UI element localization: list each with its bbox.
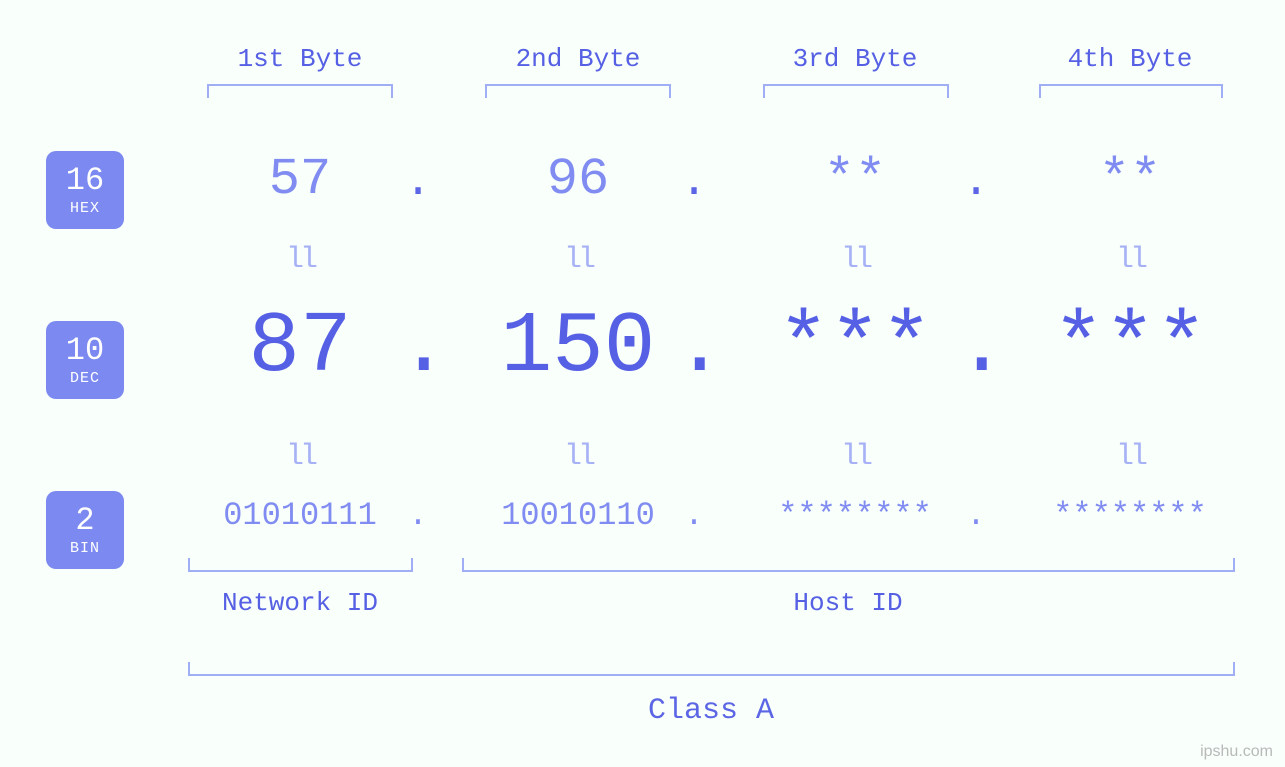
equals-marker-r1-c4: ll <box>1000 243 1260 277</box>
hex-value-1: 57 <box>170 150 430 209</box>
network-id-label: Network ID <box>190 588 410 618</box>
hex-value-2: 96 <box>448 150 708 209</box>
dec-value-2: 150 <box>448 298 708 396</box>
top-bracket-1 <box>207 84 393 98</box>
host-id-label: Host ID <box>738 588 958 618</box>
top-bracket-3 <box>763 84 949 98</box>
dec-value-3: *** <box>725 298 985 396</box>
dec-value-1: 87 <box>170 298 430 396</box>
badge-label: DEC <box>70 371 100 386</box>
byte-header-4: 4th Byte <box>1020 44 1240 74</box>
badge-number: 2 <box>75 505 94 537</box>
hex-dot-2: . <box>674 156 714 208</box>
equals-marker-r2-c2: ll <box>448 440 708 474</box>
base-badge-bin: 2 BIN <box>46 491 124 569</box>
hex-dot-3: . <box>956 156 996 208</box>
bin-dot-1: . <box>398 497 438 534</box>
bin-value-4: ******** <box>1000 497 1260 534</box>
byte-header-3: 3rd Byte <box>745 44 965 74</box>
badge-label: BIN <box>70 541 100 556</box>
equals-marker-r1-c3: ll <box>725 243 985 277</box>
bin-dot-3: . <box>956 497 996 534</box>
bin-value-2: 10010110 <box>448 497 708 534</box>
id-bracket-network <box>188 558 413 572</box>
equals-marker-r2-c4: ll <box>1000 440 1260 474</box>
class-label: Class A <box>601 694 821 728</box>
byte-header-2: 2nd Byte <box>468 44 688 74</box>
base-badge-hex: 16 HEX <box>46 151 124 229</box>
base-badge-dec: 10 DEC <box>46 321 124 399</box>
badge-number: 16 <box>66 165 104 197</box>
watermark-text: ipshu.com <box>1200 743 1273 761</box>
bin-value-3: ******** <box>725 497 985 534</box>
dec-dot-3: . <box>956 298 996 396</box>
hex-dot-1: . <box>398 156 438 208</box>
equals-marker-r1-c1: ll <box>170 243 430 277</box>
top-bracket-2 <box>485 84 671 98</box>
dec-value-4: *** <box>1000 298 1260 396</box>
badge-label: HEX <box>70 201 100 216</box>
equals-marker-r2-c3: ll <box>725 440 985 474</box>
byte-header-1: 1st Byte <box>190 44 410 74</box>
top-bracket-4 <box>1039 84 1223 98</box>
bin-value-1: 01010111 <box>170 497 430 534</box>
id-bracket-host <box>462 558 1235 572</box>
bin-dot-2: . <box>674 497 714 534</box>
hex-value-3: ** <box>725 150 985 209</box>
equals-marker-r2-c1: ll <box>170 440 430 474</box>
equals-marker-r1-c2: ll <box>448 243 708 277</box>
class-bracket <box>188 662 1235 676</box>
hex-value-4: ** <box>1000 150 1260 209</box>
dec-dot-1: . <box>398 298 438 396</box>
dec-dot-2: . <box>674 298 714 396</box>
badge-number: 10 <box>66 335 104 367</box>
